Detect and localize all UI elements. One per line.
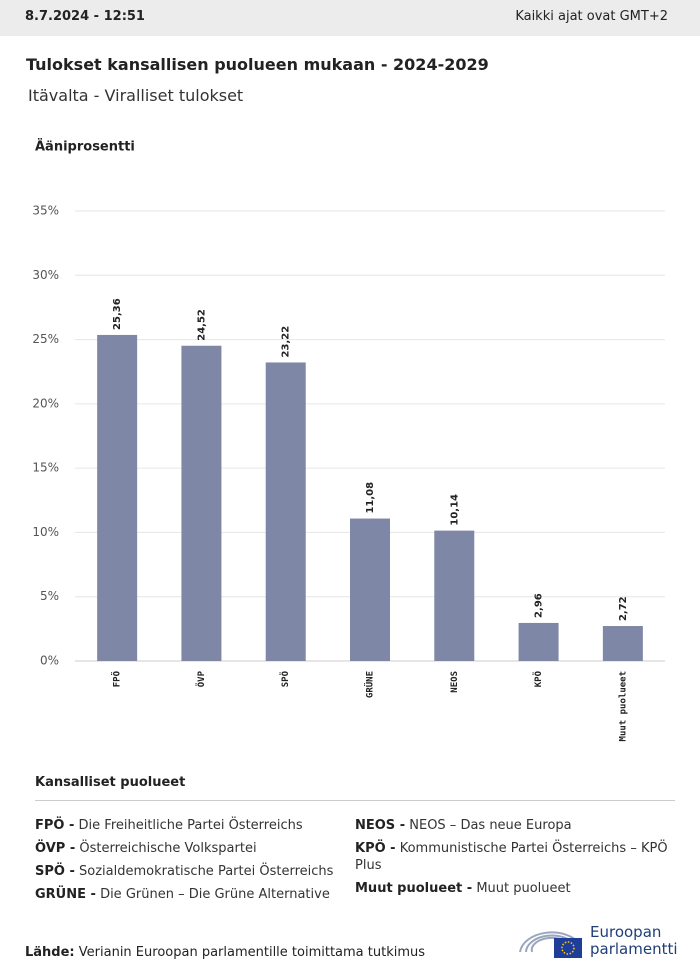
- legend-desc: Die Grünen – Die Grüne Alternative: [100, 887, 330, 902]
- legend-desc: Österreichische Volkspartei: [79, 841, 257, 856]
- legend-abbr: ÖVP -: [35, 841, 76, 856]
- y-tick-label: 10%: [32, 525, 59, 539]
- chart-subtitle: Itävalta - Viralliset tulokset: [28, 86, 244, 105]
- x-tick-label: Muut puolueet: [618, 671, 628, 741]
- data-label: 11,08: [365, 482, 376, 514]
- source-text: Verianin Euroopan parlamentille toimitta…: [78, 945, 426, 960]
- top-bar: 8.7.2024 - 12:51 Kaikki ajat ovat GMT+2: [0, 0, 700, 36]
- x-tick-label: SPÖ: [280, 670, 291, 687]
- legend-abbr: GRÜNE -: [35, 887, 96, 902]
- legend-desc: NEOS – Das neue Europa: [409, 818, 572, 833]
- legend-item: NEOS - NEOS – Das neue Europa: [355, 817, 675, 834]
- y-axis-label: Ääniprosentti: [35, 139, 135, 155]
- chart: Ääniprosentti 0% 5% 10% 15% 20% 25% 30% 35% 25,3…: [32, 139, 665, 741]
- y-tick-label: 30%: [32, 268, 59, 282]
- y-tick-label: 5%: [40, 589, 59, 603]
- legend-abbr: KPÖ -: [355, 841, 396, 856]
- y-tick-label: 35%: [32, 204, 59, 218]
- x-tick-label: FPÖ: [112, 670, 123, 687]
- legend-abbr: Muut puolueet -: [355, 881, 473, 896]
- data-label: 10,14: [449, 494, 460, 526]
- bar: [350, 518, 390, 661]
- bar: [265, 362, 306, 661]
- logo: Euroopan parlamentti: [518, 922, 683, 962]
- legend-item: KPÖ - Kommunistische Partei Österreichs …: [355, 840, 675, 874]
- legend-desc: Muut puolueet: [476, 881, 571, 896]
- logo-text: Euroopan parlamentti: [590, 924, 678, 958]
- x-tick-label: ÖVP: [196, 670, 207, 687]
- legend-abbr: NEOS -: [355, 818, 406, 833]
- legend-abbr: SPÖ -: [35, 864, 75, 879]
- bar: [97, 334, 138, 661]
- data-label: 2,96: [534, 593, 545, 618]
- legend-item: GRÜNE - Die Grünen – Die Grüne Alternati…: [35, 886, 355, 903]
- legend-column: FPÖ - Die Freiheitliche Partei Österreic…: [35, 817, 355, 909]
- x-tick-label: NEOS: [450, 671, 460, 693]
- legend-item: Muut puolueet - Muut puolueet: [355, 880, 675, 897]
- legend-item: ÖVP - Österreichische Volkspartei: [35, 840, 355, 857]
- data-label: 2,72: [618, 596, 629, 621]
- bar: [181, 345, 222, 661]
- x-tick-label: GRÜNE: [365, 671, 376, 698]
- bar: [434, 530, 475, 661]
- bar: [602, 626, 643, 661]
- y-tick-label: 0%: [40, 654, 59, 668]
- logo-icon: [519, 931, 582, 958]
- source: Lähde: Verianin Euroopan parlamentille t…: [25, 945, 425, 960]
- chart-title: Tulokset kansallisen puolueen mukaan - 2…: [26, 55, 489, 74]
- y-tick-label: 15%: [32, 461, 59, 475]
- legend: Kansalliset puolueet FPÖ - Die Freiheitl…: [35, 775, 675, 909]
- legend-abbr: FPÖ -: [35, 818, 75, 833]
- source-label: Lähde:: [25, 945, 75, 960]
- y-tick-label: 25%: [32, 332, 59, 346]
- logo-line: parlamentti: [590, 940, 678, 958]
- bar: [518, 622, 559, 661]
- legend-item: FPÖ - Die Freiheitliche Partei Österreic…: [35, 817, 355, 834]
- legend-column: NEOS - NEOS – Das neue Europa KPÖ - Kommu…: [355, 817, 675, 909]
- x-tick-label: KPÖ: [533, 670, 544, 687]
- data-label: 24,52: [196, 309, 207, 341]
- timezone: Kaikki ajat ovat GMT+2: [515, 9, 668, 24]
- data-label: 25,36: [112, 298, 123, 330]
- legend-item: SPÖ - Sozialdemokratische Partei Österre…: [35, 863, 355, 880]
- logo-line: Euroopan: [590, 923, 662, 941]
- data-label: 23,22: [281, 326, 292, 358]
- legend-title: Kansalliset puolueet: [35, 775, 675, 801]
- timestamp: 8.7.2024 - 12:51: [25, 9, 145, 24]
- legend-desc: Sozialdemokratische Partei Österreichs: [79, 864, 334, 879]
- y-tick-label: 20%: [32, 396, 59, 410]
- legend-desc: Kommunistische Partei Österreichs – KPÖ …: [355, 841, 668, 873]
- legend-desc: Die Freiheitliche Partei Österreichs: [78, 818, 303, 833]
